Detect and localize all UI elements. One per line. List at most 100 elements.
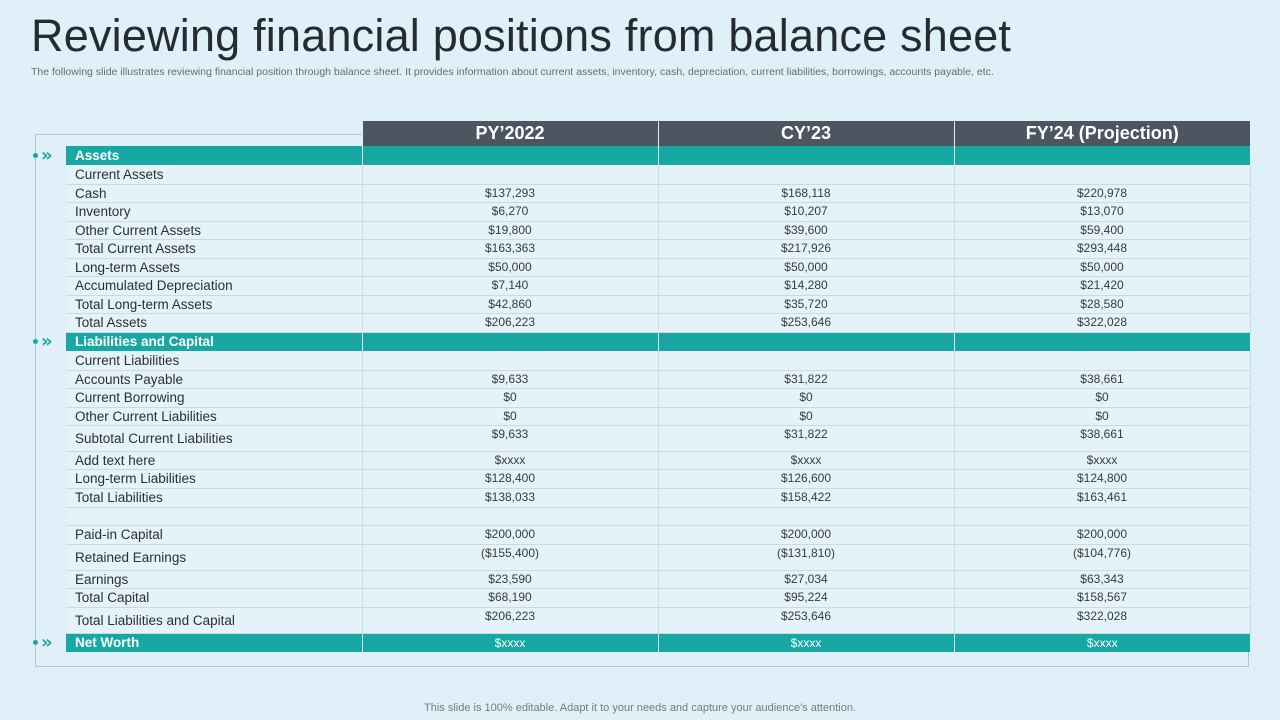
value-cell: $137,293 xyxy=(361,184,658,203)
value-cell: $138,033 xyxy=(361,488,658,508)
value-cell: $xxxx xyxy=(657,451,954,470)
table-row: Add text here $xxxx $xxxx $xxxx xyxy=(66,451,1251,470)
section-label: Liabilities and Capital xyxy=(66,332,362,351)
chevron-double-right-icon: » xyxy=(33,631,63,653)
bullet-dot-icon xyxy=(33,153,38,158)
table-row: Retained Earnings ($155,400) ($131,810) ($1… xyxy=(66,544,1251,571)
value-cell: $206,223 xyxy=(361,313,658,333)
value-cell: $23,590 xyxy=(361,570,658,589)
table-row: Total Capital $68,190 $95,224 $158,567 xyxy=(66,588,1251,608)
value-cell: $200,000 xyxy=(361,525,658,545)
table-row: Long-term Liabilities $128,400 $126,600 $12… xyxy=(66,469,1251,489)
value-cell: $27,034 xyxy=(657,570,954,589)
row-label: Add text here xyxy=(66,451,362,470)
value-cell: $158,422 xyxy=(657,488,954,508)
value-cell: $31,822 xyxy=(657,425,954,452)
value-cell xyxy=(657,165,954,185)
table-frame-top-border xyxy=(35,134,362,135)
value-cell: $158,567 xyxy=(953,588,1251,608)
value-cell xyxy=(361,507,658,526)
chevron-double-right-icon: » xyxy=(33,330,63,352)
row-label: Total Assets xyxy=(66,313,362,333)
page-title: Reviewing financial positions from balan… xyxy=(31,10,1012,61)
value-cell: $168,118 xyxy=(657,184,954,203)
section-label: Assets xyxy=(66,146,362,165)
value-cell xyxy=(361,332,658,351)
value-cell: $206,223 xyxy=(361,607,658,634)
row-label xyxy=(66,507,362,526)
chevron-double-right-icon: » xyxy=(33,144,63,166)
value-cell: $50,000 xyxy=(953,258,1251,277)
value-cell: $39,600 xyxy=(657,221,954,240)
value-cell: $0 xyxy=(657,407,954,426)
row-label: Total Capital xyxy=(66,588,362,608)
table-row: Total Current Assets $163,363 $217,926 $293… xyxy=(66,239,1251,259)
bullet-dot-icon xyxy=(33,339,38,344)
value-cell: $163,363 xyxy=(361,239,658,259)
row-label: Long-term Liabilities xyxy=(66,469,362,489)
row-label: Inventory xyxy=(66,202,362,222)
row-label: Total Long-term Assets xyxy=(66,295,362,314)
row-label: Retained Earnings xyxy=(66,544,362,571)
table-row: Other Current Liabilities $0 $0 $0 xyxy=(66,407,1251,426)
value-cell: $38,661 xyxy=(953,425,1251,452)
value-cell: $68,190 xyxy=(361,588,658,608)
row-label: Current Liabilities xyxy=(66,351,362,371)
row-label: Current Assets xyxy=(66,165,362,185)
section-row: Liabilities and Capital xyxy=(66,332,1250,351)
value-cell: $35,720 xyxy=(657,295,954,314)
value-cell: $xxxx xyxy=(361,451,658,470)
value-cell: $0 xyxy=(657,388,954,408)
table-header-row: PY’2022 CY’23 FY’24 (Projection) xyxy=(66,121,1250,146)
table-row: Total Liabilities and Capital $206,223 $25… xyxy=(66,607,1251,634)
value-cell: $293,448 xyxy=(953,239,1251,259)
value-cell: $9,633 xyxy=(361,425,658,452)
page-subtitle: The following slide illustrates reviewin… xyxy=(31,66,994,78)
value-cell: $0 xyxy=(361,388,658,408)
value-cell: $0 xyxy=(953,388,1251,408)
section-label: Net Worth xyxy=(66,633,362,652)
table-row: Total Long-term Assets $42,860 $35,720 $28,… xyxy=(66,295,1251,314)
value-cell: $63,343 xyxy=(953,570,1251,589)
chevron-icon: » xyxy=(41,144,53,166)
value-cell: $200,000 xyxy=(657,525,954,545)
value-cell xyxy=(657,507,954,526)
column-header-py2022: PY’2022 xyxy=(361,121,658,146)
column-header-fy24: FY’24 (Projection) xyxy=(953,121,1250,146)
section-row: Assets xyxy=(66,146,1250,165)
value-cell: $163,461 xyxy=(953,488,1251,508)
value-cell: $xxxx xyxy=(657,633,954,652)
value-cell: $31,822 xyxy=(657,370,954,389)
chevron-icon: » xyxy=(41,330,53,352)
value-cell: $124,800 xyxy=(953,469,1251,489)
table-row: Accounts Payable $9,633 $31,822 $38,661 xyxy=(66,370,1251,389)
value-cell: $50,000 xyxy=(361,258,658,277)
value-cell: $21,420 xyxy=(953,276,1251,296)
value-cell: $42,860 xyxy=(361,295,658,314)
value-cell xyxy=(953,165,1251,185)
value-cell: $95,224 xyxy=(657,588,954,608)
table-row: Paid-in Capital $200,000 $200,000 $200,000 xyxy=(66,525,1251,545)
value-cell: $220,978 xyxy=(953,184,1251,203)
value-cell: $xxxx xyxy=(953,633,1250,652)
value-cell: $322,028 xyxy=(953,313,1251,333)
value-cell: $59,400 xyxy=(953,221,1251,240)
value-cell xyxy=(657,146,954,165)
value-cell: $xxxx xyxy=(953,451,1251,470)
section-row: Net Worth $xxxx $xxxx $xxxx xyxy=(66,633,1250,652)
table-row: Accumulated Depreciation $7,140 $14,280 $21… xyxy=(66,276,1251,296)
value-cell xyxy=(953,507,1251,526)
value-cell: $13,070 xyxy=(953,202,1251,222)
header-blank-cell xyxy=(66,121,362,146)
table-row: Long-term Assets $50,000 $50,000 $50,000 xyxy=(66,258,1251,277)
value-cell: $14,280 xyxy=(657,276,954,296)
value-cell: ($131,810) xyxy=(657,544,954,571)
row-label: Total Liabilities xyxy=(66,488,362,508)
value-cell xyxy=(953,146,1250,165)
row-label: Accounts Payable xyxy=(66,370,362,389)
chevron-icon: » xyxy=(41,631,53,653)
value-cell xyxy=(361,146,658,165)
row-label: Current Borrowing xyxy=(66,388,362,408)
row-label: Total Liabilities and Capital xyxy=(66,607,362,634)
value-cell: ($155,400) xyxy=(361,544,658,571)
